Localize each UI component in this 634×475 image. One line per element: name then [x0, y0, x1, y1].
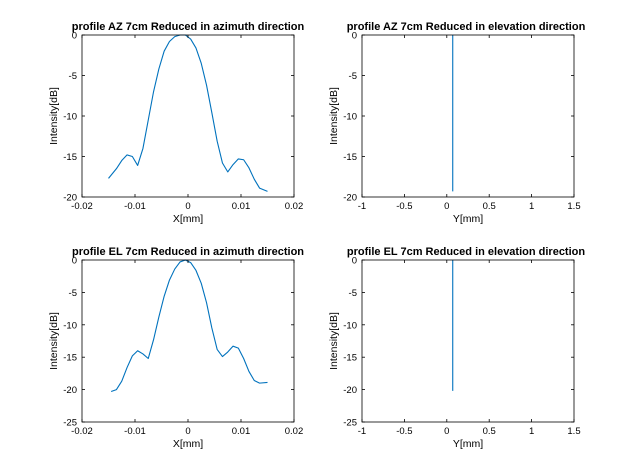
axes-frame: [361, 259, 575, 423]
subplot-az-elevation: profile AZ 7cm Reduced in elevation dire…: [328, 21, 586, 225]
x-tick-label: -0.02: [71, 426, 93, 437]
y-tick-label: -10: [63, 320, 77, 331]
y-tick-label: -20: [343, 193, 357, 204]
y-tick-label: -5: [349, 288, 357, 299]
y-tick-label: -25: [343, 418, 357, 429]
x-axis-label: Y[mm]: [453, 213, 483, 225]
y-axis-label: Intensity[dB]: [48, 312, 60, 370]
y-tick-label: 0: [72, 31, 77, 42]
tick-group: -0.02 -0.01 0 0.01 0.02 -20 -15 -10 -5 0: [63, 31, 303, 213]
y-tick-label: -25: [63, 418, 77, 429]
y-tick-label: 0: [72, 256, 77, 267]
y-tick-label: -10: [63, 112, 77, 123]
x-tick-label: -0.01: [124, 201, 146, 212]
x-tick-label: -0.01: [124, 426, 146, 437]
x-tick-label: 1: [529, 201, 534, 212]
subplot-el-azimuth: profile EL 7cm Reduced in azimuth direct…: [48, 246, 304, 450]
y-tick-label: 0: [352, 31, 357, 42]
x-axis-label: Y[mm]: [453, 438, 483, 450]
x-tick-label: -0.02: [71, 201, 93, 212]
y-tick-label: -20: [343, 385, 357, 396]
y-tick-label: 0: [352, 256, 357, 267]
x-tick-label: 0.02: [285, 201, 304, 212]
tick-group: -1 -0.5 0 0.5 1 1.5 -20 -15 -10 -5 0: [343, 31, 580, 213]
x-axis-label: X[mm]: [173, 213, 203, 225]
x-tick-label: 0: [185, 426, 190, 437]
x-tick-label: 0: [444, 426, 449, 437]
x-tick-label: 0: [444, 201, 449, 212]
x-axis-label: X[mm]: [173, 438, 203, 450]
y-tick-label: -15: [63, 152, 77, 163]
x-tick-label: 0: [185, 201, 190, 212]
x-tick-label: 1.5: [567, 201, 580, 212]
x-tick-label: 0.5: [483, 201, 496, 212]
x-tick-label: 0.01: [232, 201, 251, 212]
y-axis-label: Intensity[dB]: [48, 87, 60, 145]
chart-title: profile AZ 7cm Reduced in azimuth direct…: [72, 21, 305, 33]
y-tick-label: -20: [63, 193, 77, 204]
x-tick-label: -0.5: [396, 426, 412, 437]
subplot-el-elevation: profile EL 7cm Reduced in elevation dire…: [328, 246, 585, 450]
x-tick-label: 0.01: [232, 426, 251, 437]
y-tick-label: -5: [349, 71, 357, 82]
x-tick-label: 0.02: [285, 426, 304, 437]
y-tick-label: -10: [343, 112, 357, 123]
chart-title: profile EL 7cm Reduced in elevation dire…: [347, 246, 585, 258]
y-tick-label: -20: [63, 385, 77, 396]
x-tick-label: -0.5: [396, 201, 412, 212]
y-axis-label: Intensity[dB]: [328, 87, 340, 145]
y-tick-label: -5: [69, 71, 77, 82]
y-tick-label: -5: [69, 288, 77, 299]
y-tick-label: -10: [343, 320, 357, 331]
y-tick-label: -15: [343, 152, 357, 163]
tick-group: -1 -0.5 0 0.5 1 1.5 -25 -20 -15 -10 -5 0: [343, 256, 580, 438]
x-tick-label: 1: [529, 426, 534, 437]
y-axis-label: Intensity[dB]: [328, 312, 340, 370]
x-tick-label: -1: [358, 201, 366, 212]
y-tick-label: -15: [343, 353, 357, 364]
tick-group: -0.02 -0.01 0 0.01 0.02 -25 -20 -15 -10 -5 0: [63, 256, 303, 438]
y-tick-label: -15: [63, 353, 77, 364]
x-tick-label: 1.5: [567, 426, 580, 437]
chart-title: profile EL 7cm Reduced in azimuth direct…: [72, 246, 304, 258]
subplot-az-azimuth: profile AZ 7cm Reduced in azimuth direct…: [48, 21, 305, 225]
x-tick-label: -1: [358, 426, 366, 437]
chart-title: profile AZ 7cm Reduced in elevation dire…: [347, 21, 586, 33]
x-tick-label: 0.5: [483, 426, 496, 437]
